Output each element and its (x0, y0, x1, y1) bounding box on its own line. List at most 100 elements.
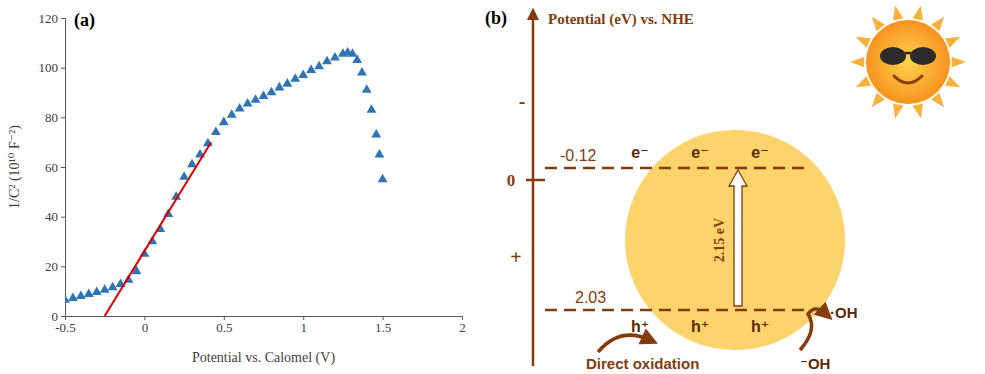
reactant-label: ⁻OH (800, 355, 830, 372)
sun-ray (945, 37, 960, 48)
tick-label: 2 (459, 320, 466, 335)
x-axis-title: Potential vs. Calomel (V) (192, 350, 335, 366)
sun-ray (856, 76, 871, 87)
tick-mark (61, 117, 65, 118)
gap-label: 2.15 eV (712, 218, 727, 262)
tick-mark (61, 316, 65, 317)
tick: 100 (39, 60, 66, 75)
data-point (352, 55, 362, 64)
carrier: h⁺ (751, 318, 769, 335)
smile (894, 76, 922, 83)
level-label: 2.03 (575, 289, 606, 306)
tick-label: 100 (39, 60, 59, 75)
tick-label: 0 (142, 320, 149, 335)
tick: 1.5 (375, 316, 391, 335)
data-point (108, 282, 118, 291)
data-point (203, 138, 213, 147)
panel-label: (a) (74, 10, 95, 31)
panel-label: (b) (485, 8, 507, 29)
data-point (65, 294, 70, 303)
data-point (92, 286, 102, 295)
data-point (227, 109, 237, 118)
sun-ray (893, 5, 903, 20)
data-point (314, 61, 324, 70)
tick-mark (61, 68, 65, 69)
tick-mark (61, 266, 65, 267)
axis-line (66, 317, 463, 321)
data-point (378, 174, 388, 183)
tick-label: 1.5 (375, 320, 391, 335)
plot-area (65, 47, 388, 316)
data-point (84, 288, 94, 297)
y-axis-title: 1/C² (10¹⁰ F⁻²) (7, 125, 23, 209)
data-point (375, 149, 385, 158)
tick-label: 120 (39, 11, 59, 26)
tick: 80 (45, 110, 65, 125)
sun-ray (856, 37, 871, 48)
tick-label: 40 (45, 209, 58, 224)
sun-ray (945, 76, 960, 87)
data-point (68, 292, 78, 301)
data-point (267, 87, 277, 96)
fit-line (105, 142, 211, 316)
tick-mark (61, 217, 65, 218)
data-point (76, 290, 86, 299)
sunglass (880, 47, 906, 65)
tick: 1 (300, 316, 307, 335)
data-point (235, 103, 245, 112)
sun-ray (850, 57, 864, 68)
potential-axis (532, 14, 535, 366)
tick: 0.5 (216, 316, 232, 335)
data-point (371, 129, 381, 138)
tick-mark (61, 18, 65, 19)
sun-body (866, 20, 950, 104)
axis-title: Potential (eV) vs. NHE (548, 11, 694, 28)
tick-label: 0 (52, 309, 59, 324)
reaction-arrow (800, 309, 826, 350)
band-level (545, 167, 808, 170)
data-point (367, 104, 377, 113)
reaction-arrow (598, 335, 650, 352)
data-point (282, 78, 292, 87)
data-point (100, 284, 110, 293)
tick: 20 (45, 259, 65, 274)
tick: 0 (142, 316, 149, 335)
data-point (298, 69, 308, 78)
figure: -0.500.511.52020406080100120(a)Potential… (0, 0, 985, 374)
sunglass (910, 47, 936, 65)
sun-ray (893, 103, 903, 118)
tick: 60 (45, 160, 65, 175)
carrier: e⁻ (691, 144, 708, 161)
reaction-label: Direct oxidation (586, 355, 699, 372)
tick-mark (61, 167, 65, 168)
tick: 2 (459, 316, 466, 335)
tick-label: 20 (45, 259, 58, 274)
tick-label: 1 (300, 320, 307, 335)
axis-sign: 0 (507, 171, 516, 190)
tick: 40 (45, 209, 65, 224)
excitation-arrow (729, 170, 747, 306)
data-point (348, 48, 358, 57)
tick: -0.5 (55, 316, 76, 335)
x-axis: -0.5 0 0.5 1 1.5 2 (55, 316, 466, 335)
product-label: ·OH (830, 304, 858, 321)
sun-ray (913, 5, 923, 20)
data-point (211, 127, 221, 136)
carrier: h⁺ (691, 318, 709, 335)
band-level (545, 309, 808, 312)
tick: 120 (39, 11, 66, 26)
tick-label: 80 (45, 110, 58, 125)
tick-label: 0.5 (216, 320, 232, 335)
tick-label: -0.5 (55, 320, 76, 335)
tick-label: 60 (45, 160, 58, 175)
level-label: -0.12 (560, 147, 597, 164)
axis-sign: - (519, 90, 526, 112)
data-point (219, 117, 229, 126)
y-axis: 0 20 40 60 80 100 120 (39, 11, 66, 324)
sun-icon (850, 5, 966, 118)
carrier: e⁻ (751, 144, 768, 161)
carrier: e⁻ (631, 144, 648, 161)
carrier: h⁺ (631, 318, 649, 335)
data-point (179, 171, 189, 180)
sunglass-bridge (905, 52, 911, 55)
